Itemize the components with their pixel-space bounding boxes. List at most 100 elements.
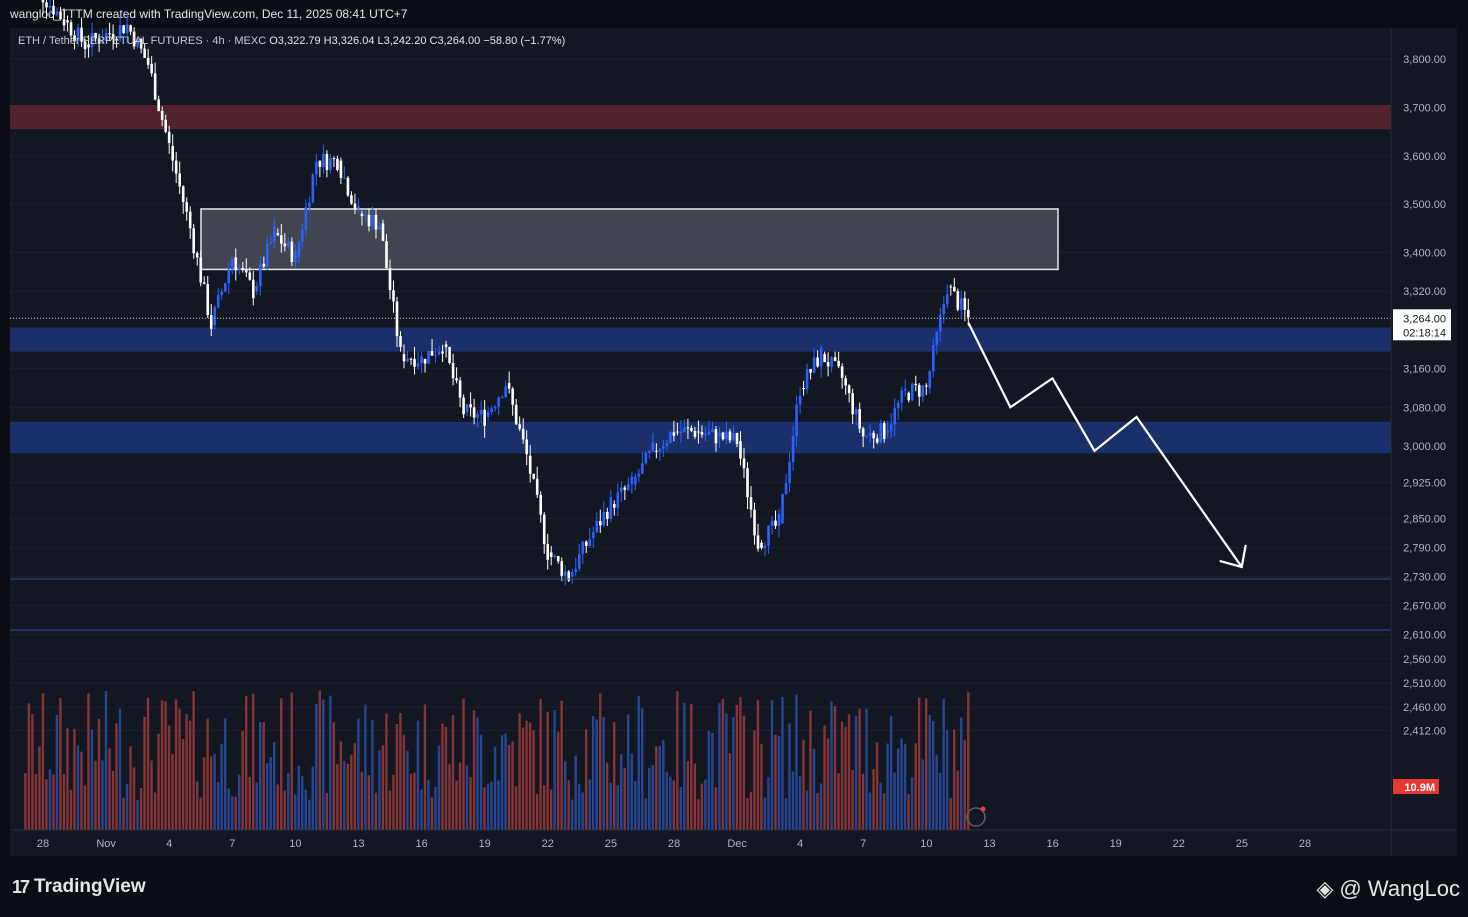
alert-dot-icon — [980, 806, 986, 812]
time-tick-label: 28 — [668, 838, 680, 850]
candle-body — [791, 436, 795, 463]
volume-bar — [802, 739, 805, 830]
time-tick-label: 19 — [479, 838, 491, 850]
candle-body — [949, 286, 953, 288]
volume-bar — [322, 699, 325, 830]
candle-body — [770, 520, 774, 526]
volume-bar — [388, 790, 392, 830]
volume-bar — [669, 776, 672, 830]
last-price-tag — [1393, 309, 1451, 341]
tradingview-logo[interactable]: 17 TradingView — [12, 876, 146, 898]
candle-body — [413, 358, 416, 367]
candle-body — [882, 423, 886, 439]
volume-bar — [73, 728, 76, 830]
candle-body — [532, 473, 535, 479]
candle-body — [648, 450, 651, 453]
volume-bar — [66, 728, 69, 830]
volume-bar — [395, 724, 399, 830]
candle-body — [802, 387, 805, 390]
candle-body — [711, 429, 714, 432]
candle-body — [290, 241, 294, 262]
volume-bar — [921, 759, 924, 830]
candle-body — [602, 511, 606, 526]
price-tick-label: 2,790.00 — [1403, 543, 1446, 555]
candle-body — [209, 315, 213, 329]
volume-bars — [24, 690, 970, 830]
candle-body — [458, 380, 462, 398]
candle-body — [427, 351, 430, 364]
candle-body — [476, 414, 479, 418]
volume-bar — [753, 730, 756, 830]
candle-body — [549, 552, 553, 558]
price-tick-label: 3,000.00 — [1403, 441, 1446, 453]
volume-bar — [609, 782, 612, 830]
candle-body — [462, 397, 465, 415]
candle-body — [402, 354, 406, 362]
candle-body — [931, 345, 935, 372]
price-tick-label: 2,510.00 — [1403, 678, 1446, 690]
time-tick-label: 10 — [289, 838, 301, 850]
volume-bar — [399, 713, 402, 830]
volume-bar — [938, 772, 942, 830]
volume-bar — [350, 754, 353, 830]
volume-bar — [178, 708, 181, 830]
candle-body — [451, 363, 455, 379]
volume-bar — [662, 740, 665, 830]
volume-bar — [826, 738, 830, 830]
low-value: L3,242.20 — [377, 35, 427, 47]
candle-body — [658, 448, 662, 452]
volume-bar — [525, 720, 528, 830]
volume-bar — [290, 692, 293, 830]
volume-bar — [132, 767, 136, 830]
volume-bar — [514, 786, 518, 830]
volume-bar — [244, 695, 248, 830]
candle-body — [749, 497, 753, 510]
volume-bar — [157, 733, 160, 830]
candle-body — [598, 520, 602, 526]
candle-body — [69, 22, 73, 36]
candle-body — [346, 177, 350, 196]
chart-caption: wangloc_TTTM created with TradingView.co… — [10, 7, 408, 21]
candle-body — [518, 424, 521, 429]
volume-bar — [483, 787, 486, 830]
volume-bar — [153, 792, 157, 830]
volume-bar — [220, 743, 223, 830]
candle-body — [963, 298, 967, 310]
candle-body — [357, 206, 360, 209]
time-tick-label: 22 — [542, 838, 554, 850]
candle-body — [514, 404, 518, 425]
volume-bar — [823, 725, 826, 830]
candle-body — [938, 314, 942, 332]
volume-bar — [199, 797, 202, 830]
candle-body — [763, 545, 767, 548]
candle-body — [416, 363, 420, 367]
candle-body — [437, 351, 441, 355]
volume-bar — [164, 701, 167, 830]
volume-bar — [427, 779, 430, 830]
time-tick-label: 19 — [1110, 838, 1122, 850]
volume-bar — [336, 764, 339, 830]
volume-bar — [760, 743, 763, 830]
candle-body — [528, 455, 532, 474]
volume-bar — [732, 717, 735, 830]
volume-bar — [76, 745, 80, 830]
candle-body — [479, 409, 483, 415]
volume-bar — [563, 761, 567, 830]
candle-body — [259, 263, 262, 286]
volume-bar — [770, 700, 774, 830]
volume-bar — [329, 695, 332, 830]
price-tick-label: 3,800.00 — [1403, 54, 1446, 66]
volume-bar — [315, 703, 318, 830]
candle-body — [560, 561, 564, 576]
candle-body — [94, 33, 97, 39]
volume-bar — [791, 771, 795, 830]
candle-body — [336, 158, 339, 171]
candle-body — [181, 186, 185, 203]
volume-bar — [700, 783, 704, 830]
candle-body — [788, 462, 791, 484]
volume-bar — [325, 793, 329, 830]
volume-bar — [276, 784, 279, 830]
time-tick-label: Nov — [96, 838, 116, 850]
candle-body — [276, 233, 280, 236]
